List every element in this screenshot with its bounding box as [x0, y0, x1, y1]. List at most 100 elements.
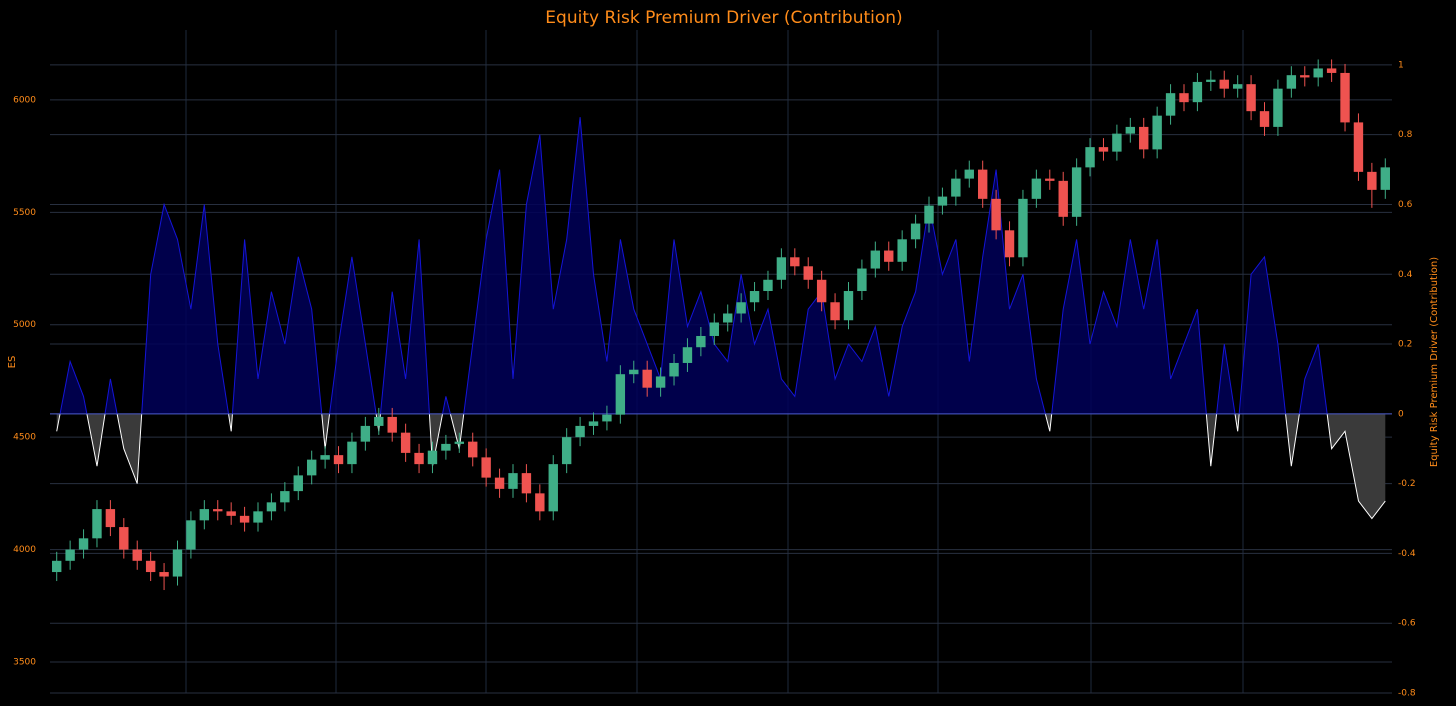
- candle-body: [548, 464, 558, 512]
- candle-body: [226, 511, 236, 516]
- candle-body: [1340, 72, 1350, 123]
- candle-body: [602, 414, 612, 422]
- y2-tick-label: -0.2: [1398, 479, 1416, 489]
- candle-body: [400, 432, 411, 453]
- y2-tick-label: -0.4: [1398, 549, 1416, 559]
- candle-body: [1246, 84, 1256, 112]
- candle-body: [696, 335, 706, 348]
- candle-body: [1071, 167, 1082, 217]
- candle-body: [830, 302, 840, 321]
- candle-body: [239, 515, 250, 523]
- candle-body: [629, 369, 639, 375]
- y-tick-label: 4500: [13, 433, 36, 443]
- y2-tick-label: 0.2: [1398, 340, 1412, 350]
- candle-body: [749, 291, 760, 303]
- candle-body: [575, 425, 585, 438]
- candle-body: [1367, 171, 1377, 190]
- y2-tick-label: -0.8: [1398, 689, 1416, 699]
- candle-body: [293, 475, 303, 492]
- candle-body: [1286, 75, 1297, 89]
- driver-area-positive: [56, 117, 1386, 414]
- candle-body: [468, 441, 478, 458]
- candle-body: [508, 473, 518, 489]
- candle-body: [910, 223, 921, 240]
- candle-body: [65, 549, 75, 561]
- candle-body: [870, 250, 881, 269]
- y2-tick-label: 0.4: [1398, 270, 1413, 280]
- candle-body: [897, 239, 907, 262]
- candle-body: [776, 257, 787, 280]
- candle-body: [1313, 68, 1323, 78]
- candle-body: [1125, 126, 1136, 134]
- candle-body: [253, 511, 263, 523]
- y-tick-label: 4000: [13, 545, 36, 555]
- candle-body: [991, 198, 1001, 231]
- candle-body: [92, 509, 102, 539]
- candle-body: [199, 509, 210, 521]
- candle-body: [723, 313, 733, 323]
- candle-body: [1085, 147, 1095, 168]
- y2-tick-label: -0.6: [1398, 619, 1416, 629]
- candle-body: [387, 416, 397, 433]
- candle-body: [266, 502, 277, 512]
- candle-body: [1018, 198, 1028, 258]
- candle-body: [132, 549, 142, 561]
- y-tick-label: 5500: [13, 208, 36, 218]
- candle-body: [1058, 180, 1068, 217]
- candle-body: [494, 477, 505, 489]
- y2-tick-label: 0: [1398, 409, 1404, 419]
- candle-body: [1192, 81, 1203, 103]
- candle-body: [682, 347, 693, 363]
- candle-body: [790, 257, 800, 267]
- candle-body: [937, 196, 948, 206]
- candle-body: [306, 459, 317, 476]
- candle-body: [280, 491, 290, 503]
- candle-body: [977, 169, 988, 199]
- chart-title: Equity Risk Premium Driver (Contribution…: [545, 8, 902, 28]
- y2-tick-label: 0.8: [1398, 130, 1413, 140]
- candle-body: [561, 437, 572, 465]
- candle-body: [159, 572, 169, 577]
- candle-body: [52, 560, 62, 573]
- candle-body: [1232, 84, 1243, 89]
- candle-body: [763, 279, 773, 292]
- candle-body: [333, 455, 344, 465]
- candle-body: [615, 374, 626, 415]
- candle-body: [1326, 68, 1337, 73]
- candle-body: [924, 205, 934, 224]
- candle-body: [1031, 178, 1042, 199]
- candle-body: [213, 509, 223, 512]
- candle-body: [347, 441, 357, 465]
- candle-body: [1152, 115, 1162, 150]
- candle-body: [1353, 122, 1364, 172]
- candle-body: [951, 178, 961, 197]
- candle-body: [78, 538, 89, 550]
- candle-body: [454, 441, 465, 444]
- candle-body: [521, 473, 532, 494]
- y-tick-label: 3500: [13, 657, 36, 667]
- candle-body: [535, 493, 545, 512]
- candle-body: [1045, 178, 1055, 181]
- candle-body: [1273, 88, 1283, 127]
- candle-body: [186, 520, 196, 550]
- candle-body: [1165, 93, 1176, 116]
- y2-tick-label: 0.6: [1398, 200, 1413, 210]
- candle-body: [1259, 111, 1270, 127]
- candle-body: [736, 302, 746, 314]
- candle-body: [816, 279, 827, 303]
- y-axis-title: ES: [7, 356, 18, 369]
- candle-body: [1139, 126, 1149, 150]
- candle-body: [145, 560, 156, 573]
- candle-body: [669, 362, 679, 377]
- candle-body: [964, 169, 974, 179]
- candle-body: [105, 509, 116, 528]
- candle-body: [1219, 79, 1229, 89]
- candle-body: [1098, 147, 1109, 152]
- candle-body: [803, 266, 813, 280]
- candle-body: [374, 416, 384, 426]
- candle-body: [588, 421, 599, 426]
- candle-body: [1206, 79, 1216, 82]
- candle-body: [441, 443, 451, 451]
- candle-body: [1004, 230, 1015, 258]
